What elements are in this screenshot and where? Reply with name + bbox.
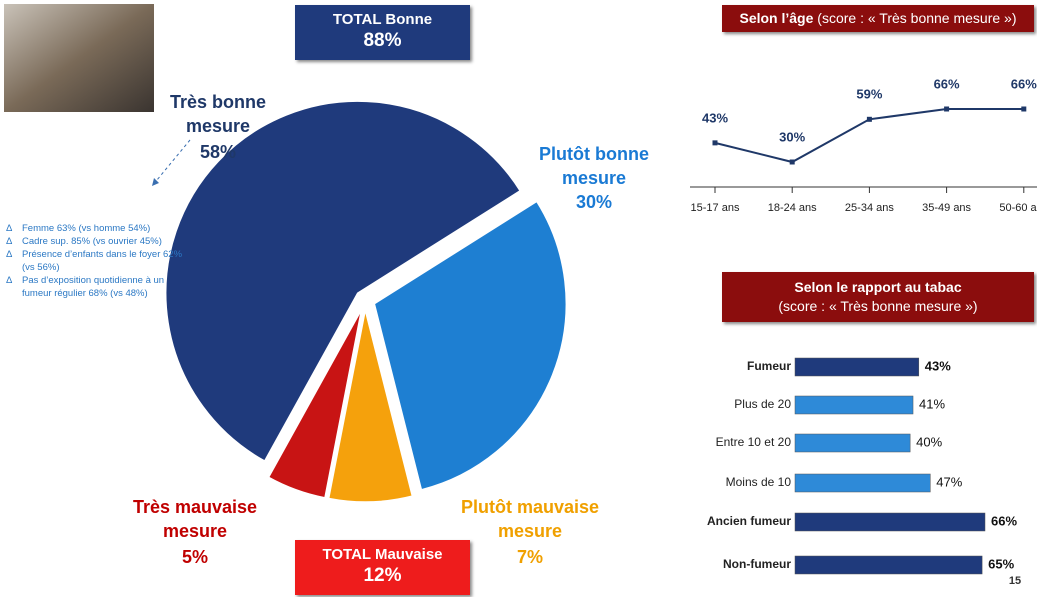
point	[789, 159, 795, 165]
value-label: 43%	[925, 358, 951, 373]
category-label: Fumeur	[747, 359, 791, 373]
x-tick-label: 35-49 ans	[922, 202, 971, 214]
x-tick-label: 25-34 ans	[845, 202, 894, 214]
arrow	[151, 139, 191, 187]
note: Présence d’enfants dans le foyer 62% (vs…	[6, 248, 186, 274]
total-label: TOTAL Bonne	[332, 11, 433, 28]
slice-label: Plutôt mauvaise mesure	[460, 497, 600, 541]
total-value: 88%	[363, 30, 402, 51]
bar-title-box: Selon le rapport au tabac (score : « Trè…	[722, 272, 1034, 322]
category-label: Entre 10 et 20	[716, 435, 792, 449]
point	[712, 140, 718, 146]
note: Femme 63% (vs homme 54%)	[6, 222, 186, 235]
x-tick-label: 15-17 ans	[691, 202, 740, 214]
line-title-box: Selon l’âge (score : « Très bonne mesure…	[722, 5, 1034, 32]
point	[944, 106, 950, 112]
bar	[794, 555, 983, 575]
value-label: 47%	[936, 474, 962, 489]
bar	[794, 357, 920, 377]
slice-value: 58%	[199, 142, 237, 162]
total-value: 12%	[363, 565, 402, 586]
category-label: Non-fumeur	[723, 557, 791, 571]
photo	[4, 4, 154, 112]
value-label: 65%	[988, 556, 1014, 571]
point	[866, 116, 872, 122]
chart-subtitle: (score : « Très bonne mesure »)	[778, 298, 978, 314]
total-bad-box: TOTAL Mauvaise 12%	[295, 540, 470, 595]
category-label: Moins de 10	[726, 475, 792, 489]
bar	[794, 473, 931, 493]
total-label: TOTAL Mauvaise	[322, 546, 443, 563]
chart-title: Selon le rapport au tabac	[794, 279, 962, 295]
arrow-head	[152, 178, 159, 186]
slice-value: 7%	[516, 547, 543, 567]
slice-value: 5%	[181, 547, 208, 567]
slice-label: Très bonne mesure	[169, 92, 267, 136]
value-label: 66%	[1011, 76, 1037, 91]
value-label: 30%	[779, 129, 805, 144]
slice-label: Très mauvaise mesure	[132, 497, 258, 541]
pie-slice	[327, 309, 414, 503]
chart-title: Selon l’âge	[739, 10, 814, 26]
slice-value: 30%	[575, 192, 613, 212]
x-tick-label: 18-24 ans	[768, 202, 817, 214]
notes: Femme 63% (vs homme 54%) Cadre sup. 85% …	[6, 222, 186, 300]
bar	[794, 395, 914, 415]
value-label: 66%	[934, 76, 960, 91]
category-label: Plus de 20	[734, 397, 791, 411]
total-good-box: TOTAL Bonne 88%	[295, 5, 470, 60]
pie-slice	[164, 100, 522, 463]
pie-slice	[267, 309, 363, 499]
note: Pas d’exposition quotidienne à un fumeur…	[6, 274, 186, 300]
value-label: 66%	[991, 513, 1017, 528]
chart-subtitle: (score : « Très bonne mesure »)	[817, 10, 1017, 26]
note: Cadre sup. 85% (vs ouvrier 45%)	[6, 235, 186, 248]
value-label: 43%	[702, 110, 728, 125]
pie-slice	[373, 200, 567, 491]
category-label: Ancien fumeur	[707, 514, 791, 528]
bar	[794, 512, 986, 532]
value-label: 41%	[919, 396, 945, 411]
value-label: 40%	[916, 434, 942, 449]
page-number: 15	[1008, 575, 1022, 587]
point	[1021, 106, 1027, 112]
value-label: 59%	[856, 87, 882, 102]
x-tick-label: 50-60 ans	[999, 202, 1037, 214]
slice-label: Plutôt bonne mesure	[539, 144, 649, 188]
bar	[794, 433, 911, 453]
